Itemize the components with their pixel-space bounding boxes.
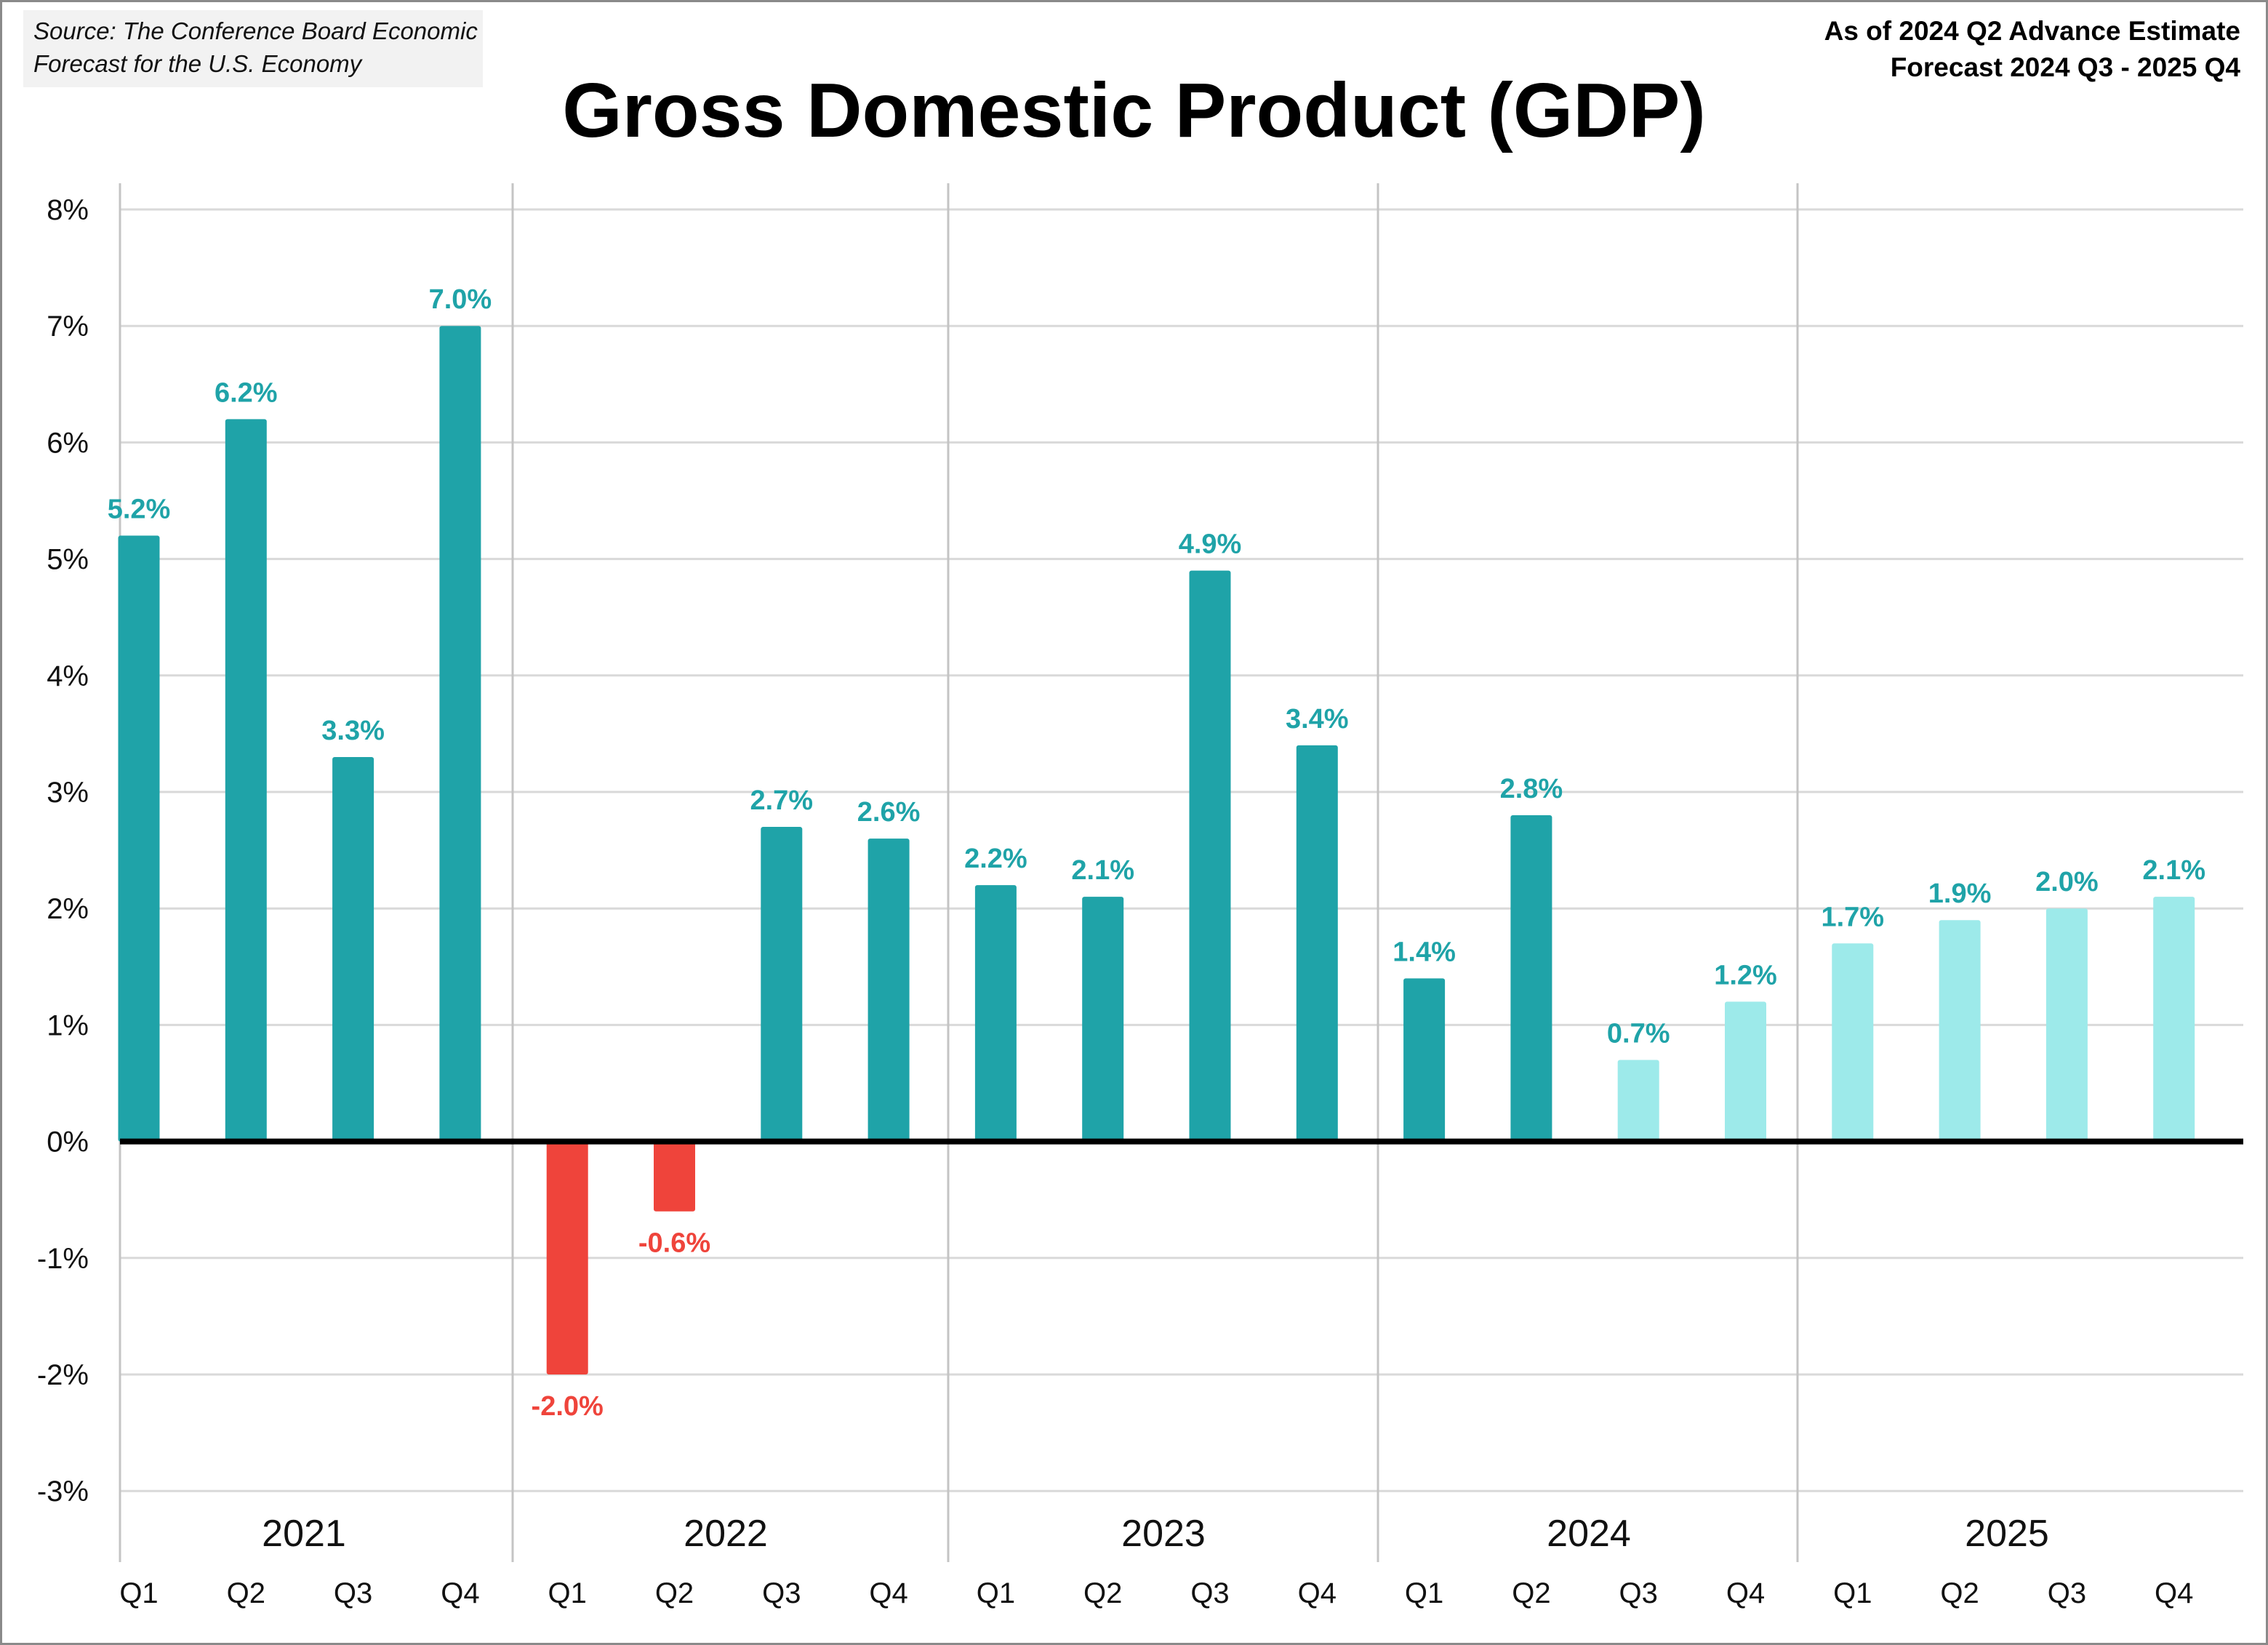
forecast-range-note: Forecast 2024 Q3 - 2025 Q4 (1890, 52, 2240, 82)
y-tick-label: 0% (47, 1126, 89, 1158)
x-tick-label: Q4 (869, 1577, 907, 1609)
x-tick-label: Q3 (2048, 1577, 2086, 1609)
bar-2024-q1 (1403, 978, 1446, 1142)
y-tick-label: 4% (47, 660, 89, 692)
y-tick-label: -3% (37, 1476, 89, 1508)
bar-2021-q4 (439, 326, 481, 1142)
x-tick-label: Q3 (334, 1577, 372, 1609)
as-of-note: As of 2024 Q2 Advance Estimate (1824, 16, 2240, 46)
chart-title: Gross Domestic Product (GDP) (562, 68, 1706, 153)
bar-2022-q2 (654, 1141, 695, 1212)
x-tick-label: Q4 (441, 1577, 479, 1609)
y-tick-label: 5% (47, 544, 89, 576)
y-tick-label: 6% (47, 427, 89, 459)
bar-2023-q3 (1189, 570, 1231, 1142)
bar-2024-q4 (1725, 1001, 1766, 1142)
data-label: 3.4% (1286, 704, 1349, 735)
data-label: 2.6% (857, 797, 921, 828)
bar-2023-q1 (974, 885, 1017, 1142)
x-tick-label: Q2 (227, 1577, 265, 1609)
x-tick-label: Q1 (119, 1577, 158, 1609)
data-label: 2.0% (2035, 867, 2099, 897)
data-label: 7.0% (429, 284, 492, 315)
data-label: 4.9% (1179, 529, 1242, 560)
year-label: 2023 (1121, 1513, 1206, 1555)
x-tick-label: Q1 (1833, 1577, 1872, 1609)
y-tick-label: 7% (47, 311, 89, 343)
data-label: -2.0% (532, 1391, 604, 1422)
data-label: 2.8% (1500, 774, 1563, 804)
bar-2025-q2 (1939, 920, 1981, 1142)
bar-2025-q4 (2153, 897, 2195, 1142)
data-label: 1.7% (1821, 902, 1884, 932)
year-label: 2022 (684, 1513, 768, 1555)
data-label: 6.2% (215, 377, 278, 408)
x-tick-label: Q1 (1405, 1577, 1443, 1609)
bar-2024-q3 (1617, 1060, 1659, 1142)
bar-2021-q3 (332, 756, 374, 1142)
y-tick-label: 8% (47, 194, 89, 226)
bar-2025-q1 (1832, 943, 1874, 1142)
data-label: 1.9% (1928, 878, 1992, 909)
y-tick-label: -1% (37, 1243, 89, 1275)
y-tick-label: -2% (37, 1359, 89, 1391)
bar-2021-q1 (118, 535, 160, 1142)
data-label: 0.7% (1607, 1018, 1670, 1049)
x-tick-label: Q1 (977, 1577, 1015, 1609)
x-tick-label: Q4 (2155, 1577, 2193, 1609)
x-tick-label: Q1 (548, 1577, 587, 1609)
x-tick-label: Q2 (655, 1577, 694, 1609)
source-note: Source: The Conference Board Economic Fo… (23, 10, 483, 87)
source-line-1: Source: The Conference Board Economic (33, 17, 478, 44)
x-tick-label: Q2 (1083, 1577, 1122, 1609)
data-label: 2.7% (750, 785, 813, 816)
data-label: 2.1% (2142, 855, 2205, 886)
x-tick-label: Q4 (1726, 1577, 1765, 1609)
data-label: 3.3% (321, 716, 385, 746)
data-label: 2.1% (1071, 855, 1134, 886)
x-tick-label: Q3 (762, 1577, 801, 1609)
y-tick-label: 3% (47, 777, 89, 809)
bar-2025-q3 (2045, 908, 2088, 1142)
y-tick-label: 1% (47, 1009, 89, 1041)
bar-2021-q2 (225, 419, 267, 1142)
y-tick-label: 2% (47, 893, 89, 925)
data-label: 2.2% (964, 844, 1027, 874)
year-label: 2021 (262, 1513, 346, 1555)
source-line-2: Forecast for the U.S. Economy (33, 50, 362, 77)
bar-2023-q4 (1296, 745, 1338, 1142)
bar-2022-q3 (761, 827, 803, 1142)
data-label: -0.6% (638, 1228, 710, 1259)
year-label: 2025 (1965, 1513, 2049, 1555)
data-label: 1.4% (1393, 937, 1456, 967)
data-label: 5.2% (108, 495, 171, 525)
x-tick-label: Q2 (1940, 1577, 1979, 1609)
x-tick-label: Q2 (1512, 1577, 1550, 1609)
data-label: 1.2% (1714, 960, 1777, 990)
bar-2022-q1 (546, 1141, 588, 1374)
bar-2022-q4 (867, 838, 910, 1142)
x-tick-label: Q3 (1190, 1577, 1229, 1609)
x-tick-label: Q3 (1619, 1577, 1658, 1609)
bar-2023-q2 (1082, 897, 1124, 1142)
year-label: 2024 (1547, 1513, 1631, 1555)
x-tick-label: Q4 (1298, 1577, 1337, 1609)
bar-2024-q2 (1510, 815, 1552, 1142)
